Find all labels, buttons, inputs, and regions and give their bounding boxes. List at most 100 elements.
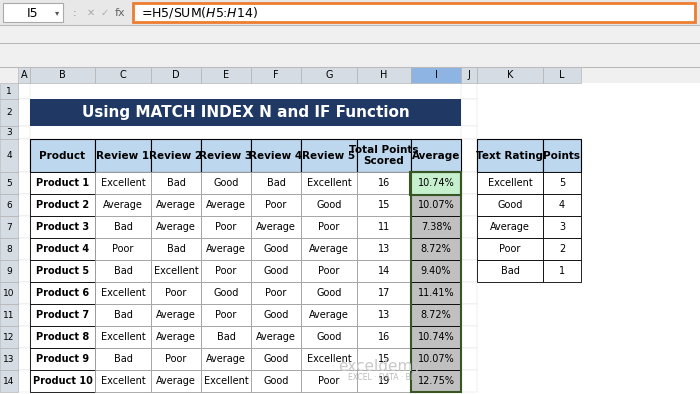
Text: Average: Average	[156, 222, 196, 232]
Bar	[0, 99, 18, 126]
Text: 14: 14	[378, 266, 390, 276]
Text: Average: Average	[156, 332, 196, 342]
Bar	[411, 139, 461, 172]
Bar	[0, 25, 700, 43]
Text: 8: 8	[6, 245, 12, 253]
Bar	[461, 282, 477, 304]
Text: 7.38%: 7.38%	[421, 222, 452, 232]
Text: 10.74%: 10.74%	[418, 332, 454, 342]
Bar	[411, 172, 461, 194]
Bar	[357, 139, 411, 172]
Bar	[151, 326, 201, 348]
Bar	[95, 260, 151, 282]
Bar	[301, 172, 357, 194]
Text: Bad: Bad	[113, 266, 132, 276]
Bar	[30, 282, 95, 304]
Bar	[201, 67, 251, 83]
Text: Good: Good	[316, 332, 342, 342]
Text: Excellent: Excellent	[488, 178, 533, 188]
Bar	[411, 238, 461, 260]
Text: Good: Good	[263, 310, 288, 320]
Bar	[95, 172, 151, 194]
Text: Bad: Bad	[167, 178, 186, 188]
Text: Bad: Bad	[167, 244, 186, 254]
Text: G: G	[326, 70, 332, 80]
Text: 16: 16	[378, 178, 390, 188]
Text: Excellent: Excellent	[101, 376, 146, 386]
Text: Excellent: Excellent	[101, 332, 146, 342]
Bar	[30, 139, 95, 172]
Bar	[95, 216, 151, 238]
Bar	[411, 67, 461, 83]
Text: Excellent: Excellent	[101, 178, 146, 188]
Bar	[251, 172, 301, 194]
Text: Poor: Poor	[165, 288, 187, 298]
Text: 9.40%: 9.40%	[421, 266, 452, 276]
Text: B: B	[59, 70, 66, 80]
Bar	[301, 260, 357, 282]
Bar	[461, 216, 477, 238]
Bar	[461, 139, 477, 172]
Text: Average: Average	[206, 244, 246, 254]
Text: Review 3: Review 3	[199, 151, 253, 160]
Bar	[301, 326, 357, 348]
Text: 4: 4	[559, 200, 565, 210]
Bar	[461, 126, 477, 139]
Bar	[18, 282, 30, 304]
Text: Average: Average	[256, 222, 296, 232]
Bar	[0, 348, 18, 370]
Bar	[410, 172, 461, 195]
Text: ✓: ✓	[101, 8, 109, 18]
Bar	[543, 238, 581, 260]
Bar	[18, 304, 30, 326]
Text: Poor: Poor	[265, 288, 287, 298]
Bar	[477, 216, 543, 238]
Bar	[18, 126, 30, 139]
Bar	[411, 282, 461, 304]
Text: Average: Average	[206, 200, 246, 210]
Bar	[95, 326, 151, 348]
Text: Average: Average	[206, 354, 246, 364]
Bar	[95, 304, 151, 326]
Text: Good: Good	[263, 376, 288, 386]
Text: 15: 15	[378, 354, 390, 364]
Text: Good: Good	[214, 178, 239, 188]
Bar	[30, 172, 95, 194]
Bar	[151, 304, 201, 326]
Text: Review 1: Review 1	[97, 151, 150, 160]
Bar	[30, 238, 95, 260]
Text: 8.72%: 8.72%	[421, 310, 452, 320]
Bar	[30, 99, 461, 126]
Text: Product 10: Product 10	[33, 376, 92, 386]
Bar	[201, 348, 251, 370]
Text: Average: Average	[309, 310, 349, 320]
Text: Points: Points	[543, 151, 580, 160]
Bar	[3, 3, 63, 22]
Bar	[411, 172, 461, 392]
Text: 10.74%: 10.74%	[418, 178, 454, 188]
Bar	[201, 139, 251, 172]
Text: C: C	[120, 70, 127, 80]
Bar	[0, 216, 18, 238]
Text: 6: 6	[6, 201, 12, 210]
Text: Bad: Bad	[267, 178, 286, 188]
Bar	[461, 238, 477, 260]
Bar	[151, 172, 201, 194]
Bar	[30, 326, 95, 348]
Text: Average: Average	[412, 151, 460, 160]
Text: D: D	[172, 70, 180, 80]
Text: 11: 11	[4, 310, 15, 320]
Bar	[151, 67, 201, 83]
Text: F: F	[273, 70, 279, 80]
Bar	[0, 126, 18, 139]
Bar	[411, 260, 461, 282]
Bar	[461, 304, 477, 326]
Text: 12: 12	[4, 333, 15, 342]
Text: 11.41%: 11.41%	[418, 288, 454, 298]
Text: Poor: Poor	[165, 354, 187, 364]
Text: K: K	[507, 70, 513, 80]
Text: +: +	[464, 393, 474, 394]
Bar	[0, 304, 18, 326]
Bar	[0, 83, 700, 394]
Bar	[151, 238, 201, 260]
